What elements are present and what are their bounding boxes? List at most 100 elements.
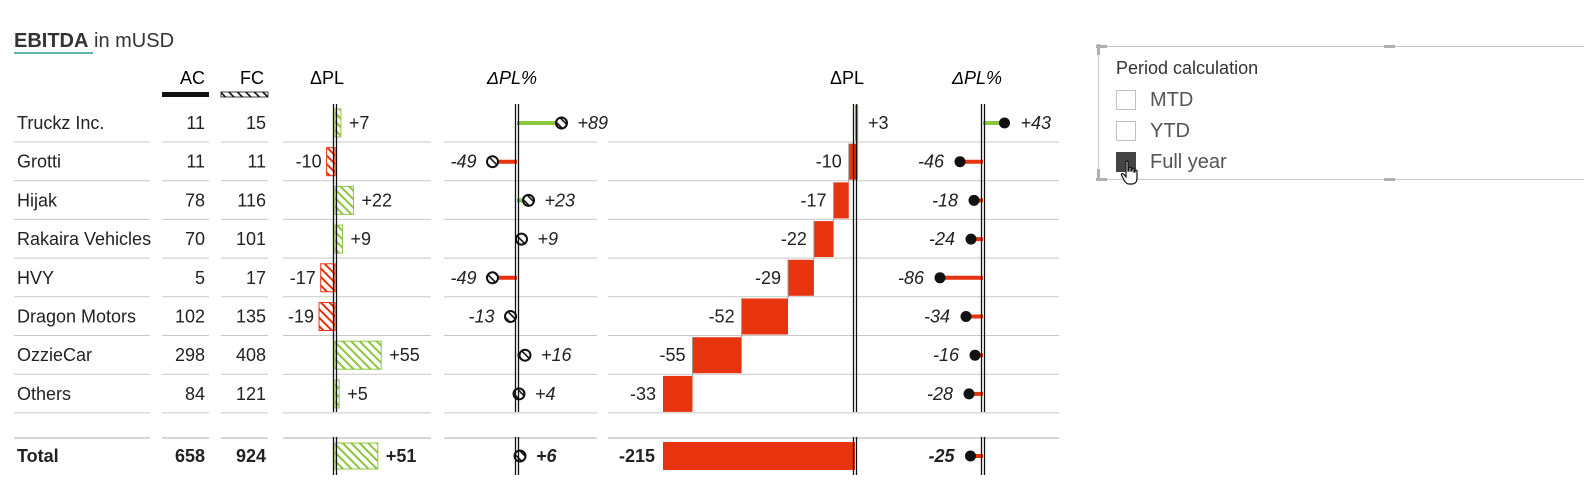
delta-pct2-label: -24 bbox=[929, 229, 955, 249]
delta-pct2-pins: +43 -46 -18 -24-86 -34 -16 -28 -25 bbox=[898, 113, 1051, 466]
waterfall-bar bbox=[692, 337, 742, 374]
delta-pl-bar bbox=[334, 224, 344, 254]
chart-title-bold: EBITDA bbox=[14, 30, 88, 52]
waterfall-bar bbox=[813, 221, 834, 258]
slicer-title: Period calculation bbox=[1116, 58, 1259, 78]
delta-pct-label: +23 bbox=[545, 190, 576, 210]
slicer-option-ytd[interactable]: YTD bbox=[1116, 120, 1190, 142]
delta-pl-bar bbox=[334, 442, 379, 470]
fc-value: 408 bbox=[236, 345, 266, 365]
delta-pct-dot bbox=[515, 232, 528, 246]
delta-pct-dot bbox=[504, 310, 517, 323]
header-dplpct: ΔPL% bbox=[486, 68, 537, 88]
delta-pl-bar bbox=[334, 340, 382, 370]
delta-pct-dot bbox=[513, 449, 527, 463]
row-label: Hijak bbox=[17, 190, 58, 210]
delta-pl-label: -19 bbox=[288, 307, 314, 327]
ac-value: 84 bbox=[185, 384, 205, 404]
row-label: OzzieCar bbox=[17, 345, 92, 365]
waterfall-label: -22 bbox=[781, 229, 807, 249]
delta-pl-label: +55 bbox=[389, 345, 420, 365]
delta-pct2-label: -46 bbox=[918, 152, 945, 172]
row-label: Total bbox=[17, 446, 59, 466]
delta-pl-bar bbox=[326, 147, 336, 177]
waterfall-bar bbox=[741, 298, 789, 335]
delta-pl-bar bbox=[318, 302, 336, 331]
fc-value: 135 bbox=[236, 307, 266, 327]
waterfall-label: -10 bbox=[816, 152, 842, 172]
header-dpl-waterfall: ΔPL bbox=[830, 68, 864, 88]
delta-pct-dot bbox=[555, 116, 568, 130]
delta-pct2-label: -28 bbox=[927, 384, 953, 404]
header-fc: FC bbox=[240, 68, 264, 88]
delta-pct2-label: -25 bbox=[928, 446, 955, 466]
chart-title-rest: in mUSD bbox=[88, 30, 174, 52]
delta-pct2-label: -34 bbox=[924, 307, 950, 327]
delta-pct2-dot bbox=[968, 194, 980, 206]
delta-pct2-dot bbox=[999, 117, 1010, 129]
delta-pct2-dot bbox=[963, 388, 975, 400]
delta-pl-bar bbox=[334, 185, 354, 215]
fc-value: 121 bbox=[236, 384, 266, 404]
slicer-option-mtd[interactable]: MTD bbox=[1116, 89, 1193, 111]
waterfall-label: -29 bbox=[755, 268, 781, 288]
waterfall-bar bbox=[833, 182, 849, 219]
checkbox[interactable] bbox=[1116, 90, 1136, 110]
waterfall-label: -55 bbox=[659, 345, 685, 365]
delta-pct-label: -49 bbox=[450, 268, 476, 288]
waterfall-label: +3 bbox=[868, 113, 889, 133]
waterfall-label: -17 bbox=[801, 190, 827, 210]
delta-pct-label: +4 bbox=[535, 384, 556, 404]
row-label: Rakaira Vehicles bbox=[17, 229, 151, 249]
slicer-option-full-year[interactable]: Full year bbox=[1116, 151, 1227, 173]
fc-value: 17 bbox=[246, 268, 266, 288]
resize-handle[interactable] bbox=[1096, 178, 1107, 181]
chart-title: EBITDA in mUSD bbox=[14, 30, 174, 52]
resize-handle[interactable] bbox=[1097, 169, 1100, 180]
ac-value: 11 bbox=[186, 113, 205, 133]
hand-cursor-icon bbox=[1120, 160, 1138, 185]
delta-pct2-dot bbox=[965, 450, 976, 462]
delta-pct-label: -13 bbox=[468, 307, 494, 327]
resize-handle[interactable] bbox=[1096, 45, 1107, 48]
ac-value: 658 bbox=[175, 446, 205, 466]
resize-handle[interactable] bbox=[1384, 45, 1395, 48]
ac-value: 11 bbox=[186, 152, 205, 172]
resize-handle[interactable] bbox=[1384, 178, 1395, 181]
axes bbox=[332, 104, 986, 475]
header-dpl: ΔPL bbox=[310, 68, 344, 88]
fc-value: 11 bbox=[247, 152, 266, 172]
delta-pct2-dot bbox=[954, 156, 966, 168]
delta-pct-label: +89 bbox=[578, 113, 609, 133]
header-dplpct-2: ΔPL% bbox=[951, 68, 1002, 88]
slicer-option-label: Full year bbox=[1150, 150, 1227, 173]
resize-handle[interactable] bbox=[1097, 44, 1100, 55]
ac-value: 298 bbox=[175, 345, 205, 365]
delta-pl-label: -17 bbox=[290, 268, 316, 288]
fc-header-marker bbox=[220, 91, 269, 98]
delta-pct2-dot bbox=[969, 349, 981, 361]
delta-pl-label: +22 bbox=[361, 190, 392, 210]
delta-pl-label: +7 bbox=[349, 113, 370, 133]
waterfall-bars: +3 -10 -17 -22-29 -52 -55-33 -215 bbox=[619, 104, 889, 470]
fc-value: 116 bbox=[237, 190, 266, 210]
delta-pct-label: +9 bbox=[538, 229, 559, 249]
waterfall-bar bbox=[663, 375, 693, 412]
waterfall-total-bar bbox=[663, 442, 855, 470]
header-ac: AC bbox=[180, 68, 205, 88]
row-label: Others bbox=[17, 384, 71, 404]
fc-value: 15 bbox=[246, 113, 266, 133]
period-calculation-slicer: Period calculation MTD YTD Full year bbox=[1096, 44, 1584, 181]
delta-pct2-dot bbox=[960, 311, 972, 322]
ac-header-marker bbox=[162, 92, 209, 97]
delta-pct2-label: +43 bbox=[1021, 113, 1052, 133]
checkbox[interactable] bbox=[1116, 121, 1136, 141]
row-label: HVY bbox=[17, 268, 54, 288]
delta-pct-label: +16 bbox=[541, 345, 573, 365]
waterfall-bar bbox=[788, 259, 814, 296]
grid-lines bbox=[14, 141, 1059, 439]
slicer-option-label: YTD bbox=[1150, 119, 1190, 142]
ac-value: 5 bbox=[195, 268, 205, 288]
waterfall-label: -52 bbox=[709, 307, 735, 327]
delta-pct-dot bbox=[486, 271, 499, 285]
